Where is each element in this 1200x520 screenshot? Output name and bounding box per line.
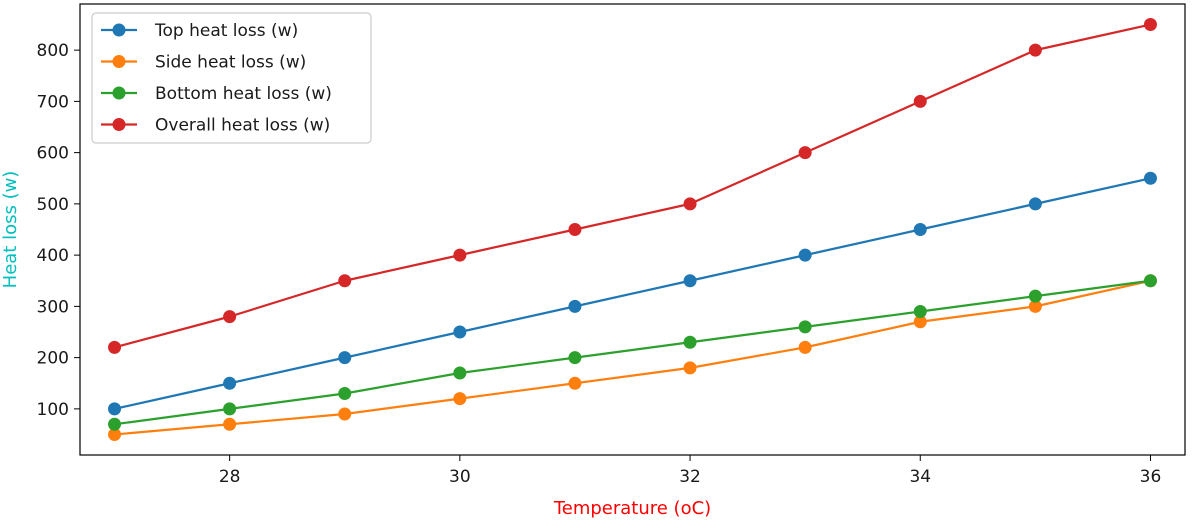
data-point <box>453 392 467 406</box>
series-2 <box>108 274 1157 441</box>
y-axis-title: Heat loss (w) <box>0 171 21 289</box>
legend-label: Top heat loss (w) <box>154 21 298 41</box>
data-point <box>453 248 467 262</box>
legend-swatch-marker <box>112 118 126 131</box>
x-tick-label: 30 <box>449 467 471 487</box>
legend-item: Overall heat loss (w) <box>101 116 330 136</box>
data-point <box>108 417 122 431</box>
data-point <box>798 320 812 334</box>
legend-swatch-marker <box>112 23 126 37</box>
data-point <box>108 428 122 441</box>
data-point <box>223 376 237 390</box>
data-point <box>223 310 237 324</box>
y-tick-label: 400 <box>37 246 69 266</box>
x-tick-label: 34 <box>909 467 931 487</box>
data-point <box>338 274 352 288</box>
data-point <box>1028 299 1042 313</box>
series-line <box>114 177 1151 410</box>
x-axis-title: Temperature (oC) <box>553 498 711 519</box>
data-point <box>1143 171 1157 185</box>
data-point <box>913 94 927 108</box>
data-point <box>1028 197 1042 211</box>
y-tick-label: 700 <box>37 92 69 112</box>
legend: Top heat loss (w) Side heat loss (w) Botto… <box>91 12 372 144</box>
data-point <box>108 340 122 354</box>
y-tick-label: 500 <box>37 195 69 215</box>
data-point <box>453 325 467 339</box>
data-point <box>913 223 927 236</box>
x-tick-label: 32 <box>679 467 701 487</box>
legend-item: Bottom heat loss (w) <box>101 84 332 104</box>
data-point <box>568 376 582 390</box>
series-layer <box>108 18 1157 441</box>
x-axis-ticks: 28 30 32 34 36 <box>219 455 1161 487</box>
data-point <box>798 146 812 160</box>
data-point <box>1028 289 1042 303</box>
data-point <box>453 366 467 380</box>
data-point <box>338 407 352 421</box>
data-point <box>683 361 697 375</box>
legend-box <box>91 12 372 144</box>
data-point <box>683 335 697 349</box>
series-4 <box>108 18 1157 354</box>
series-line <box>114 279 1151 426</box>
legend-label: Bottom heat loss (w) <box>155 84 332 104</box>
data-point <box>568 299 582 313</box>
data-point <box>683 197 697 211</box>
y-tick-label: 600 <box>37 144 69 164</box>
legend-swatch-marker <box>112 55 126 68</box>
data-point <box>1143 274 1157 288</box>
data-point <box>1028 43 1042 57</box>
data-point <box>683 274 697 288</box>
legend-swatch-marker <box>112 86 126 100</box>
data-point <box>913 305 927 318</box>
y-tick-label: 300 <box>37 297 69 317</box>
y-axis-ticks: 100 200 300 400 500 600 700 800 <box>37 41 80 420</box>
data-point <box>798 340 812 354</box>
series-line <box>114 279 1151 436</box>
y-tick-label: 100 <box>37 400 69 420</box>
data-point <box>1143 18 1157 31</box>
data-point <box>798 248 812 262</box>
legend-label: Overall heat loss (w) <box>155 116 330 136</box>
plot-frame <box>79 3 1186 456</box>
data-point <box>223 402 237 416</box>
x-tick-label: 36 <box>1140 467 1162 487</box>
legend-item: Top heat loss (w) <box>101 21 298 41</box>
series-1 <box>108 171 1157 416</box>
data-point <box>338 387 352 400</box>
data-point <box>568 351 582 365</box>
x-tick-label: 28 <box>219 467 241 487</box>
data-point <box>913 315 927 329</box>
legend-label: Side heat loss (w) <box>155 53 306 73</box>
legend-item: Side heat loss (w) <box>101 53 306 73</box>
series-3 <box>108 274 1157 431</box>
data-point <box>338 351 352 365</box>
data-point <box>108 402 122 416</box>
data-point <box>223 417 237 431</box>
series-line <box>114 23 1151 349</box>
y-tick-label: 800 <box>37 41 69 61</box>
data-point <box>568 223 582 236</box>
y-tick-label: 200 <box>37 349 69 369</box>
